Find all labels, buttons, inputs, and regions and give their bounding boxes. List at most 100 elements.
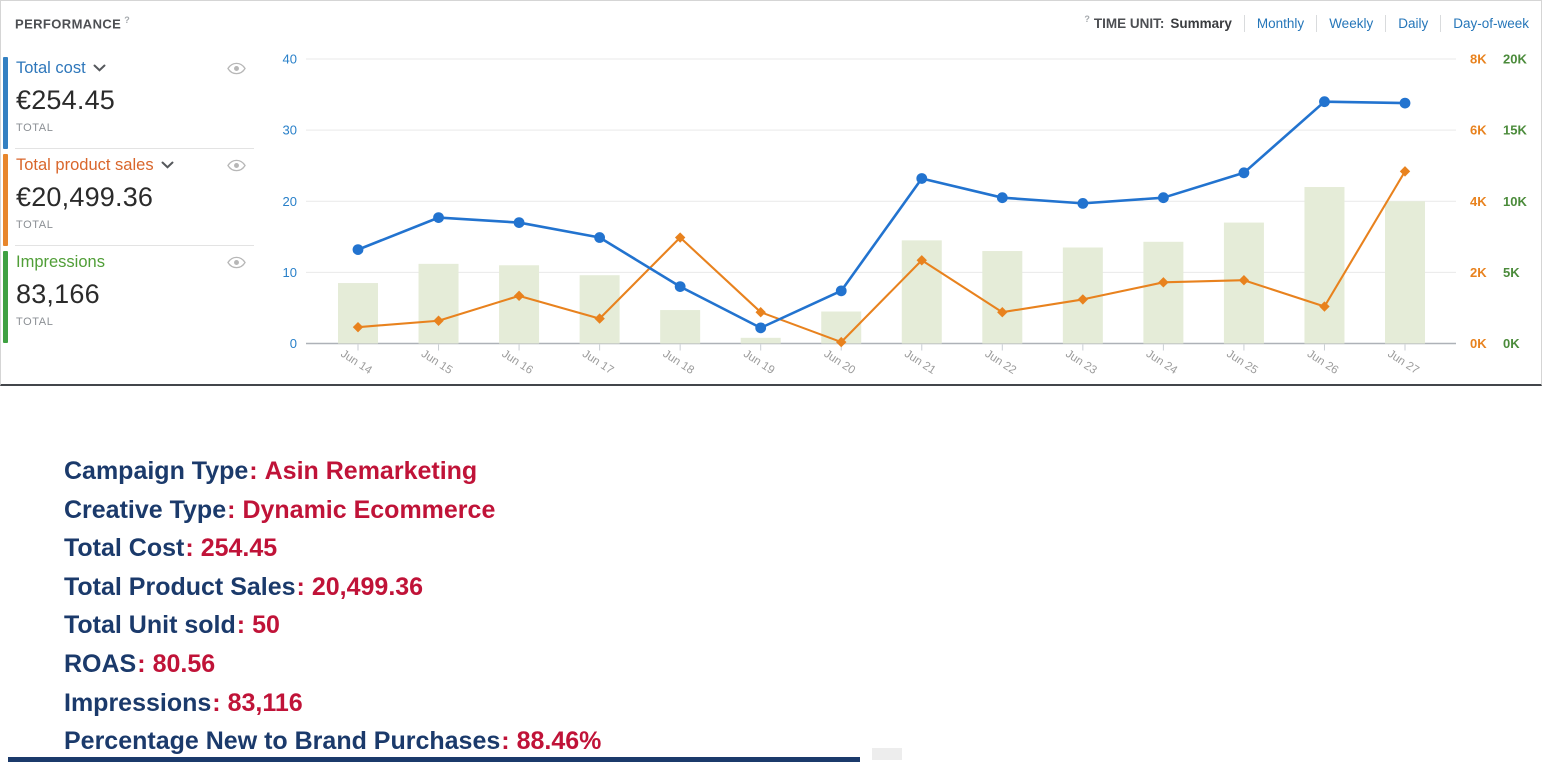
cost-point[interactable] — [1238, 167, 1250, 179]
chevron-down-icon[interactable] — [161, 161, 174, 169]
summary-label: Total Product Sales — [64, 572, 296, 601]
cost-point[interactable] — [1319, 96, 1330, 108]
sales-point[interactable] — [352, 321, 364, 333]
x-axis-label: Jun 16 — [499, 348, 534, 377]
x-axis: Jun 14 Jun 15 Jun 16 Jun 17 Jun 18 Jun 19 Jun … — [338, 344, 1421, 377]
separator — [1385, 15, 1387, 32]
metric-caption: TOTAL — [16, 219, 54, 231]
separator: : — [137, 649, 146, 678]
metric-accent-bar — [3, 57, 8, 149]
summary-line: Campaign Type: Asin Remarketing — [64, 452, 601, 491]
impressions-bar[interactable] — [660, 310, 701, 344]
y-axis-label-impressions: 5K — [1503, 265, 1520, 280]
x-axis-label: Jun 18 — [661, 348, 696, 377]
summary-line: Total Product Sales: 20,499.36 — [64, 568, 601, 607]
x-axis-label: Jun 17 — [580, 348, 615, 377]
impressions-bar[interactable] — [1143, 241, 1184, 344]
y-axis-label-sales: 0K — [1470, 336, 1487, 351]
series-line — [357, 170, 1406, 344]
sales-point[interactable] — [1399, 166, 1411, 177]
sales-point[interactable] — [674, 232, 686, 243]
summary-line: Percentage New to Brand Purchases: 88.46% — [64, 722, 601, 761]
cost-point[interactable] — [835, 285, 847, 297]
cost-point[interactable] — [1077, 197, 1089, 209]
cost-point[interactable] — [1157, 192, 1169, 204]
x-axis-label: Jun 27 — [1385, 348, 1420, 377]
metric-label[interactable]: Total cost — [16, 58, 86, 77]
y-axis-label-impressions: 20K — [1503, 52, 1527, 67]
impressions-bar[interactable] — [579, 275, 620, 344]
chevron-down-icon[interactable] — [93, 64, 106, 72]
separator — [1243, 15, 1245, 32]
impressions-bar[interactable] — [982, 251, 1023, 344]
cost-point[interactable] — [1399, 97, 1411, 109]
x-axis-label: Jun 15 — [419, 348, 454, 377]
impressions-bar[interactable] — [1385, 201, 1425, 344]
cost-point[interactable] — [433, 212, 444, 224]
metric-accent-bar — [3, 154, 8, 246]
metric-label[interactable]: Total product sales — [16, 155, 154, 174]
sales-point[interactable] — [1077, 294, 1089, 305]
summary-label: ROAS — [64, 649, 137, 678]
separator — [1316, 15, 1318, 32]
sales-point[interactable] — [1158, 277, 1169, 288]
separator — [1440, 15, 1442, 32]
x-axis-label: Jun 21 — [902, 348, 937, 377]
eye-icon[interactable] — [227, 62, 246, 75]
y-axis-label-impressions: 15K — [1503, 123, 1527, 138]
summary-value: 50 — [252, 611, 280, 640]
time-unit-weekly[interactable]: Weekly — [1329, 16, 1374, 31]
time-unit-label: TIME UNIT: — [1093, 16, 1165, 31]
eye-icon[interactable] — [227, 159, 246, 172]
cost-point[interactable] — [916, 173, 928, 184]
sales-point[interactable] — [836, 336, 847, 348]
cost-point[interactable] — [594, 232, 606, 243]
sales-point[interactable] — [1319, 301, 1330, 312]
sales-point[interactable] — [513, 290, 525, 302]
y-axis-label-impressions: 10K — [1503, 194, 1527, 209]
cost-point[interactable] — [352, 244, 364, 256]
metric-value: 83,166 — [16, 279, 100, 309]
separator: : — [296, 572, 305, 601]
cost-point[interactable] — [513, 217, 525, 228]
x-axis-label: Jun 19 — [741, 348, 776, 377]
separator: : — [212, 688, 221, 717]
divider — [15, 148, 254, 149]
impressions-bar[interactable] — [338, 283, 378, 344]
cropped-next-section-edge — [8, 757, 860, 762]
y-axis-label-sales: 8K — [1470, 52, 1487, 67]
y-axis-label-sales: 4K — [1470, 194, 1487, 209]
performance-help-icon[interactable]: ? — [124, 15, 131, 25]
x-axis-label: Jun 24 — [1144, 348, 1180, 377]
sales-point[interactable] — [433, 315, 444, 326]
sales-point[interactable] — [594, 313, 605, 324]
y-axis-label-cost: 10 — [283, 265, 297, 280]
y-axis-label-cost: 0 — [290, 336, 297, 351]
sales-point[interactable] — [997, 307, 1008, 318]
sales-point[interactable] — [755, 307, 766, 318]
cost-point[interactable] — [755, 322, 767, 334]
metric-label[interactable]: Impressions — [16, 252, 105, 271]
summary-value: 20,499.36 — [311, 572, 424, 601]
time-unit-summary[interactable]: Summary — [1170, 16, 1232, 31]
summary-label: Campaign Type — [64, 457, 249, 485]
impressions-bar[interactable] — [740, 337, 781, 344]
time-unit-monthly[interactable]: Monthly — [1256, 16, 1305, 31]
divider — [15, 245, 254, 246]
eye-icon[interactable] — [227, 256, 246, 269]
panel-title: PERFORMANCE? — [15, 15, 130, 31]
impressions-bar[interactable] — [1304, 187, 1345, 344]
sales-point[interactable] — [916, 255, 927, 266]
metric-value: €20,499.36 — [16, 182, 154, 212]
summary-line: Impressions: 83,116 — [64, 684, 601, 723]
impressions-bar[interactable] — [418, 263, 459, 344]
time-unit-help-icon[interactable]: ? — [1084, 13, 1090, 24]
sales-point[interactable] — [1238, 274, 1250, 286]
time-unit-day-of-week[interactable]: Day-of-week — [1453, 16, 1529, 31]
impressions-bar[interactable] — [499, 265, 540, 344]
cost-point[interactable] — [674, 281, 686, 292]
time-unit-daily[interactable]: Daily — [1398, 16, 1429, 31]
cost-point[interactable] — [996, 192, 1008, 204]
